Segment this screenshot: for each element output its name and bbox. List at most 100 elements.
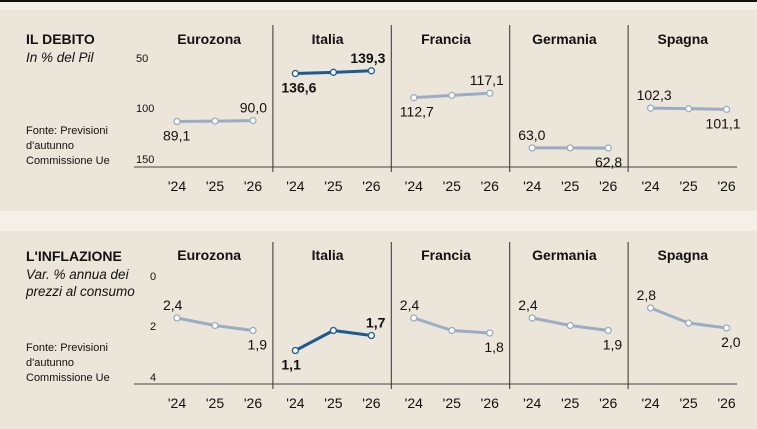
debt-panel-title-spagna: Spagna [658, 31, 709, 47]
debt-point-francia [410, 94, 418, 102]
inflation-data-label-germania: 1,9 [603, 337, 623, 353]
debt-point-italia [329, 68, 338, 76]
debt-panel-title-eurozona: Eurozona [177, 31, 241, 47]
debt-point-spagna [684, 105, 693, 113]
inflation-point-eurozona [211, 321, 219, 330]
debt-point-eurozona [173, 117, 181, 126]
debt-x-tick-label: '24 [168, 178, 186, 194]
section-separator [0, 211, 757, 231]
debt-point-eurozona [249, 116, 257, 125]
debt-point-spagna [722, 105, 731, 114]
inflation-x-tick-label: '25 [679, 395, 697, 411]
debt-x-tick-label: '24 [405, 178, 423, 194]
inflation-x-tick-label: '25 [561, 395, 579, 411]
inflation-point-italia [367, 331, 376, 340]
inflation-point-spagna [646, 304, 655, 312]
debt-data-label-spagna: 102,3 [637, 87, 672, 103]
debt-point-francia [486, 89, 494, 97]
debt-data-label-francia: 117,1 [470, 72, 504, 88]
debt-x-tick-label: '26 [244, 178, 262, 194]
debt-x-tick-label: '26 [717, 178, 735, 194]
debt-point-francia [448, 91, 456, 99]
inflation-x-tick-label: '24 [523, 395, 541, 411]
debt-data-label-italia: 139,3 [350, 50, 385, 66]
debt-x-tick-label: '24 [523, 178, 541, 194]
inflation-point-francia [486, 329, 494, 337]
debt-x-tick-label: '25 [443, 178, 461, 194]
debt-x-tick-label: '26 [481, 178, 499, 194]
inflation-panel-title-italia: Italia [312, 247, 344, 263]
inflation-x-tick-label: '24 [405, 395, 423, 411]
debt-point-italia [367, 67, 376, 75]
inflation-x-tick-label: '24 [641, 395, 659, 411]
inflation-point-francia [448, 326, 456, 335]
debt-y-tick-label: 100 [136, 103, 154, 115]
debt-data-label-francia: 112,7 [400, 104, 434, 120]
inflation-x-tick-label: '25 [206, 395, 224, 411]
top-rule [0, 0, 757, 2]
inflation-x-tick-label: '24 [286, 395, 304, 411]
inflation-y-tick-label: 0 [150, 271, 156, 283]
inflation-data-label-germania: 2,4 [518, 297, 538, 313]
debt-point-eurozona [211, 117, 219, 125]
debt-title: IL DEBITO [26, 31, 95, 47]
debt-panel-title-francia: Francia [421, 31, 471, 47]
inflation-panel-title-eurozona: Eurozona [177, 247, 241, 263]
top-band [0, 2, 757, 10]
inflation-x-tick-label: '24 [168, 395, 186, 411]
inflation-point-eurozona [249, 326, 257, 335]
debt-y-tick-label: 150 [136, 154, 154, 166]
inflation-x-tick-label: '25 [324, 395, 342, 411]
debt-source: Fonte: Previsioni d'autunno Commissione … [26, 125, 110, 167]
debt-point-germania [604, 144, 612, 152]
inflation-subtitle: Var. % annua dei prezzi al consumo [26, 267, 135, 299]
debt-point-germania [528, 144, 536, 152]
debt-x-tick-label: '25 [679, 178, 697, 194]
debt-x-tick-label: '25 [324, 178, 342, 194]
inflation-point-italia [291, 346, 300, 355]
debt-data-label-germania: 63,0 [518, 127, 545, 143]
debt-data-label-eurozona: 90,0 [240, 100, 267, 116]
inflation-point-germania [528, 314, 536, 322]
debt-panel-title-italia: Italia [312, 31, 344, 47]
inflation-x-tick-label: '25 [443, 395, 461, 411]
debt-data-label-germania: 62,8 [595, 154, 622, 170]
debt-x-tick-label: '24 [286, 178, 304, 194]
debt-subtitle: In % del Pil [26, 50, 94, 65]
inflation-y-tick-label: 2 [150, 321, 156, 333]
inflation-data-label-spagna: 2,0 [721, 334, 741, 350]
inflation-y-tick-label: 4 [150, 372, 156, 384]
debt-x-tick-label: '26 [362, 178, 380, 194]
inflation-data-label-eurozona: 1,9 [248, 337, 268, 353]
debt-x-tick-label: '26 [599, 178, 617, 194]
inflation-x-tick-label: '26 [599, 395, 617, 411]
inflation-x-tick-label: '26 [717, 395, 735, 411]
debt-data-label-eurozona: 89,1 [163, 128, 190, 144]
debt-data-label-spagna: 101,1 [706, 115, 741, 131]
debt-y-tick-label: 50 [136, 53, 148, 65]
inflation-point-spagna [722, 324, 731, 332]
inflation-point-spagna [684, 319, 693, 327]
inflation-point-francia [410, 314, 418, 322]
inflation-panel-title-francia: Francia [421, 247, 471, 263]
inflation-title: L'INFLAZIONE [26, 248, 122, 264]
inflation-data-label-italia: 1,1 [281, 357, 301, 373]
inflation-x-tick-label: '26 [481, 395, 499, 411]
inflation-panel-title-spagna: Spagna [658, 247, 709, 263]
inflation-point-eurozona [173, 314, 181, 322]
debt-x-tick-label: '24 [641, 178, 659, 194]
debt-panel-title-germania: Germania [532, 31, 597, 47]
debt-point-italia [291, 69, 300, 78]
inflation-source: Fonte: Previsioni d'autunno Commissione … [26, 342, 110, 384]
inflation-point-germania [566, 321, 574, 330]
inflation-x-tick-label: '26 [244, 395, 262, 411]
debt-data-label-italia: 136,6 [281, 80, 316, 96]
inflation-x-tick-label: '26 [362, 395, 380, 411]
debt-x-tick-label: '25 [206, 178, 224, 194]
inflation-data-label-spagna: 2,8 [637, 287, 657, 303]
inflation-data-label-italia: 1,7 [366, 315, 386, 331]
inflation-panel-title-germania: Germania [532, 247, 597, 263]
debt-point-germania [566, 144, 574, 152]
